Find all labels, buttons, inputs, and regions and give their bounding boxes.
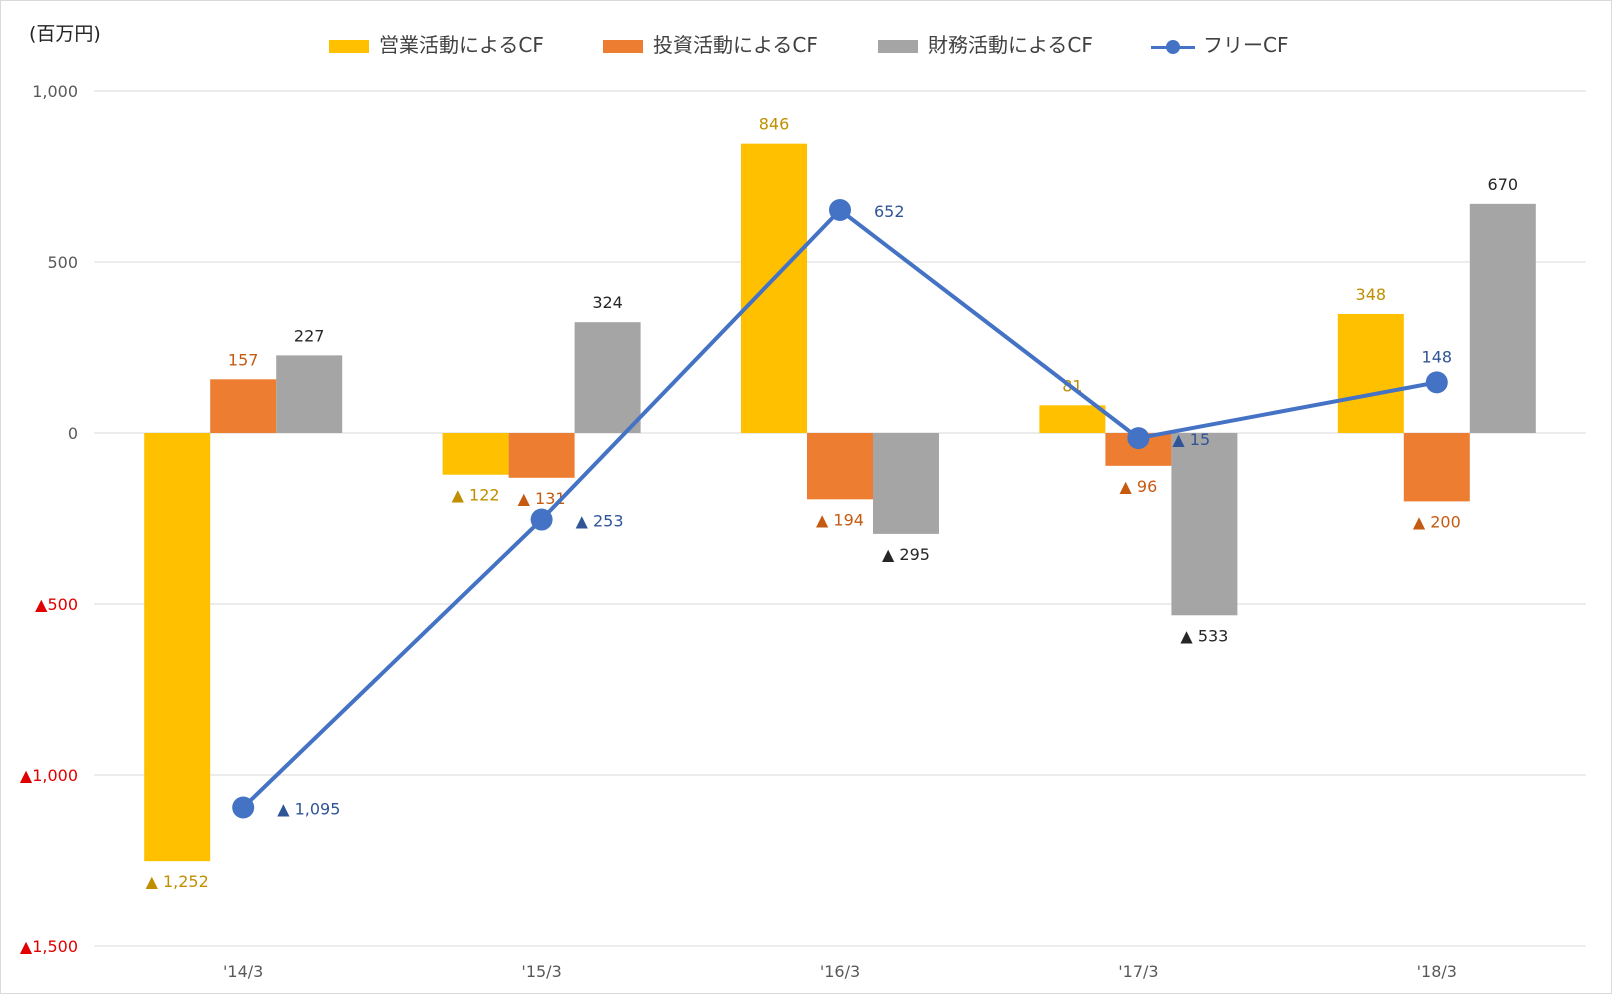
legend-item-financing-cf: 財務活動によるCF (878, 29, 1093, 58)
bar-data-label: 157 (228, 350, 259, 369)
bar (442, 433, 509, 475)
legend-item-investing-cf: 投資活動によるCF (603, 29, 818, 58)
bar-data-label: ▲ 131 (518, 489, 566, 508)
bar (1039, 405, 1106, 433)
bar-data-label: 348 (1356, 285, 1387, 304)
y-tick-label: 1,000 (32, 82, 78, 101)
bar-data-label: ▲ 533 (1180, 626, 1228, 645)
free-cf-point (1127, 427, 1150, 450)
free-cf-point (829, 199, 851, 222)
bar-data-label: ▲ 194 (816, 510, 864, 529)
legend-label-financing: 財務活動によるCF (928, 33, 1093, 57)
bar (807, 433, 873, 500)
x-tick-label: '16/3 (820, 962, 860, 981)
bar-data-label: ▲ 200 (1413, 512, 1461, 531)
legend-swatch-free (1151, 39, 1195, 54)
y-tick-label: 500 (47, 253, 78, 272)
x-tick-label: '17/3 (1118, 962, 1158, 981)
legend-swatch-financing (878, 40, 918, 53)
y-tick-label: ▲1,500 (20, 937, 78, 956)
line-data-label: 148 (1422, 347, 1453, 366)
bar-data-label: ▲ 295 (882, 545, 930, 564)
bar (144, 433, 211, 862)
legend-label-operating: 営業活動によるCF (379, 33, 544, 57)
line-data-label: 652 (874, 202, 905, 221)
bar-data-label: ▲ 1,252 (146, 872, 209, 891)
bar (741, 143, 807, 433)
line-data-label: ▲ 15 (1172, 430, 1210, 449)
legend-item-free-cf: フリーCF (1151, 29, 1288, 58)
bar (210, 379, 277, 433)
y-tick-label: ▲1,000 (20, 766, 78, 785)
bar (1171, 433, 1238, 616)
x-tick-label: '18/3 (1417, 962, 1457, 981)
x-tick-label: '14/3 (223, 962, 263, 981)
free-cf-line (241, 208, 1438, 809)
x-tick-label: '15/3 (521, 962, 561, 981)
bar-data-label: 846 (759, 115, 790, 134)
legend-item-operating-cf: 営業活動によるCF (329, 29, 544, 58)
bar-data-label: 227 (294, 326, 325, 345)
bar (873, 433, 939, 534)
bar (574, 322, 641, 433)
legend-label-free: フリーCF (1203, 33, 1289, 57)
legend-label-investing: 投資活動によるCF (653, 33, 818, 57)
legend-swatch-investing (603, 40, 643, 53)
free-cf-point (232, 796, 255, 819)
line-data-label: ▲ 1,095 (277, 799, 340, 818)
bar-data-label: ▲ 122 (452, 486, 500, 505)
bar-data-label: 670 (1488, 175, 1519, 194)
bar (508, 433, 575, 478)
bar (1337, 313, 1404, 433)
bar (276, 355, 343, 433)
legend-swatch-operating (329, 40, 369, 53)
y-tick-label: ▲500 (35, 595, 78, 614)
free-cf-point (530, 508, 553, 531)
unit-label: (百万円) (29, 23, 101, 45)
bar-data-label: 324 (592, 293, 623, 312)
free-cf-point (1425, 371, 1448, 394)
bar-data-label: ▲ 96 (1120, 477, 1158, 496)
y-tick-label: 0 (68, 424, 78, 443)
bar (1469, 203, 1536, 433)
line-data-label: ▲ 253 (576, 512, 624, 531)
bar (1403, 433, 1470, 502)
